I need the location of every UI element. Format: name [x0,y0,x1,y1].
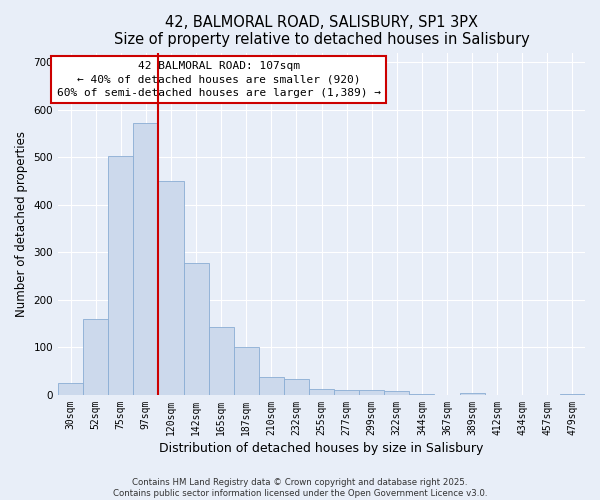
X-axis label: Distribution of detached houses by size in Salisbury: Distribution of detached houses by size … [160,442,484,455]
Bar [133,123,158,395]
Bar [259,377,284,395]
Bar [209,327,233,395]
Bar [108,156,133,395]
Bar [334,390,359,395]
Bar [58,383,83,395]
Text: 42 BALMORAL ROAD: 107sqm
← 40% of detached houses are smaller (920)
60% of semi-: 42 BALMORAL ROAD: 107sqm ← 40% of detach… [57,62,381,98]
Bar [184,263,209,395]
Bar [284,380,309,395]
Bar [384,391,409,395]
Bar [83,319,108,395]
Y-axis label: Number of detached properties: Number of detached properties [15,131,28,317]
Title: 42, BALMORAL ROAD, SALISBURY, SP1 3PX
Size of property relative to detached hous: 42, BALMORAL ROAD, SALISBURY, SP1 3PX Si… [113,15,529,48]
Bar [233,348,259,395]
Text: Contains HM Land Registry data © Crown copyright and database right 2025.
Contai: Contains HM Land Registry data © Crown c… [113,478,487,498]
Bar [309,389,334,395]
Bar [460,392,485,395]
Bar [409,394,434,395]
Bar [560,394,585,395]
Bar [359,390,384,395]
Bar [158,181,184,395]
